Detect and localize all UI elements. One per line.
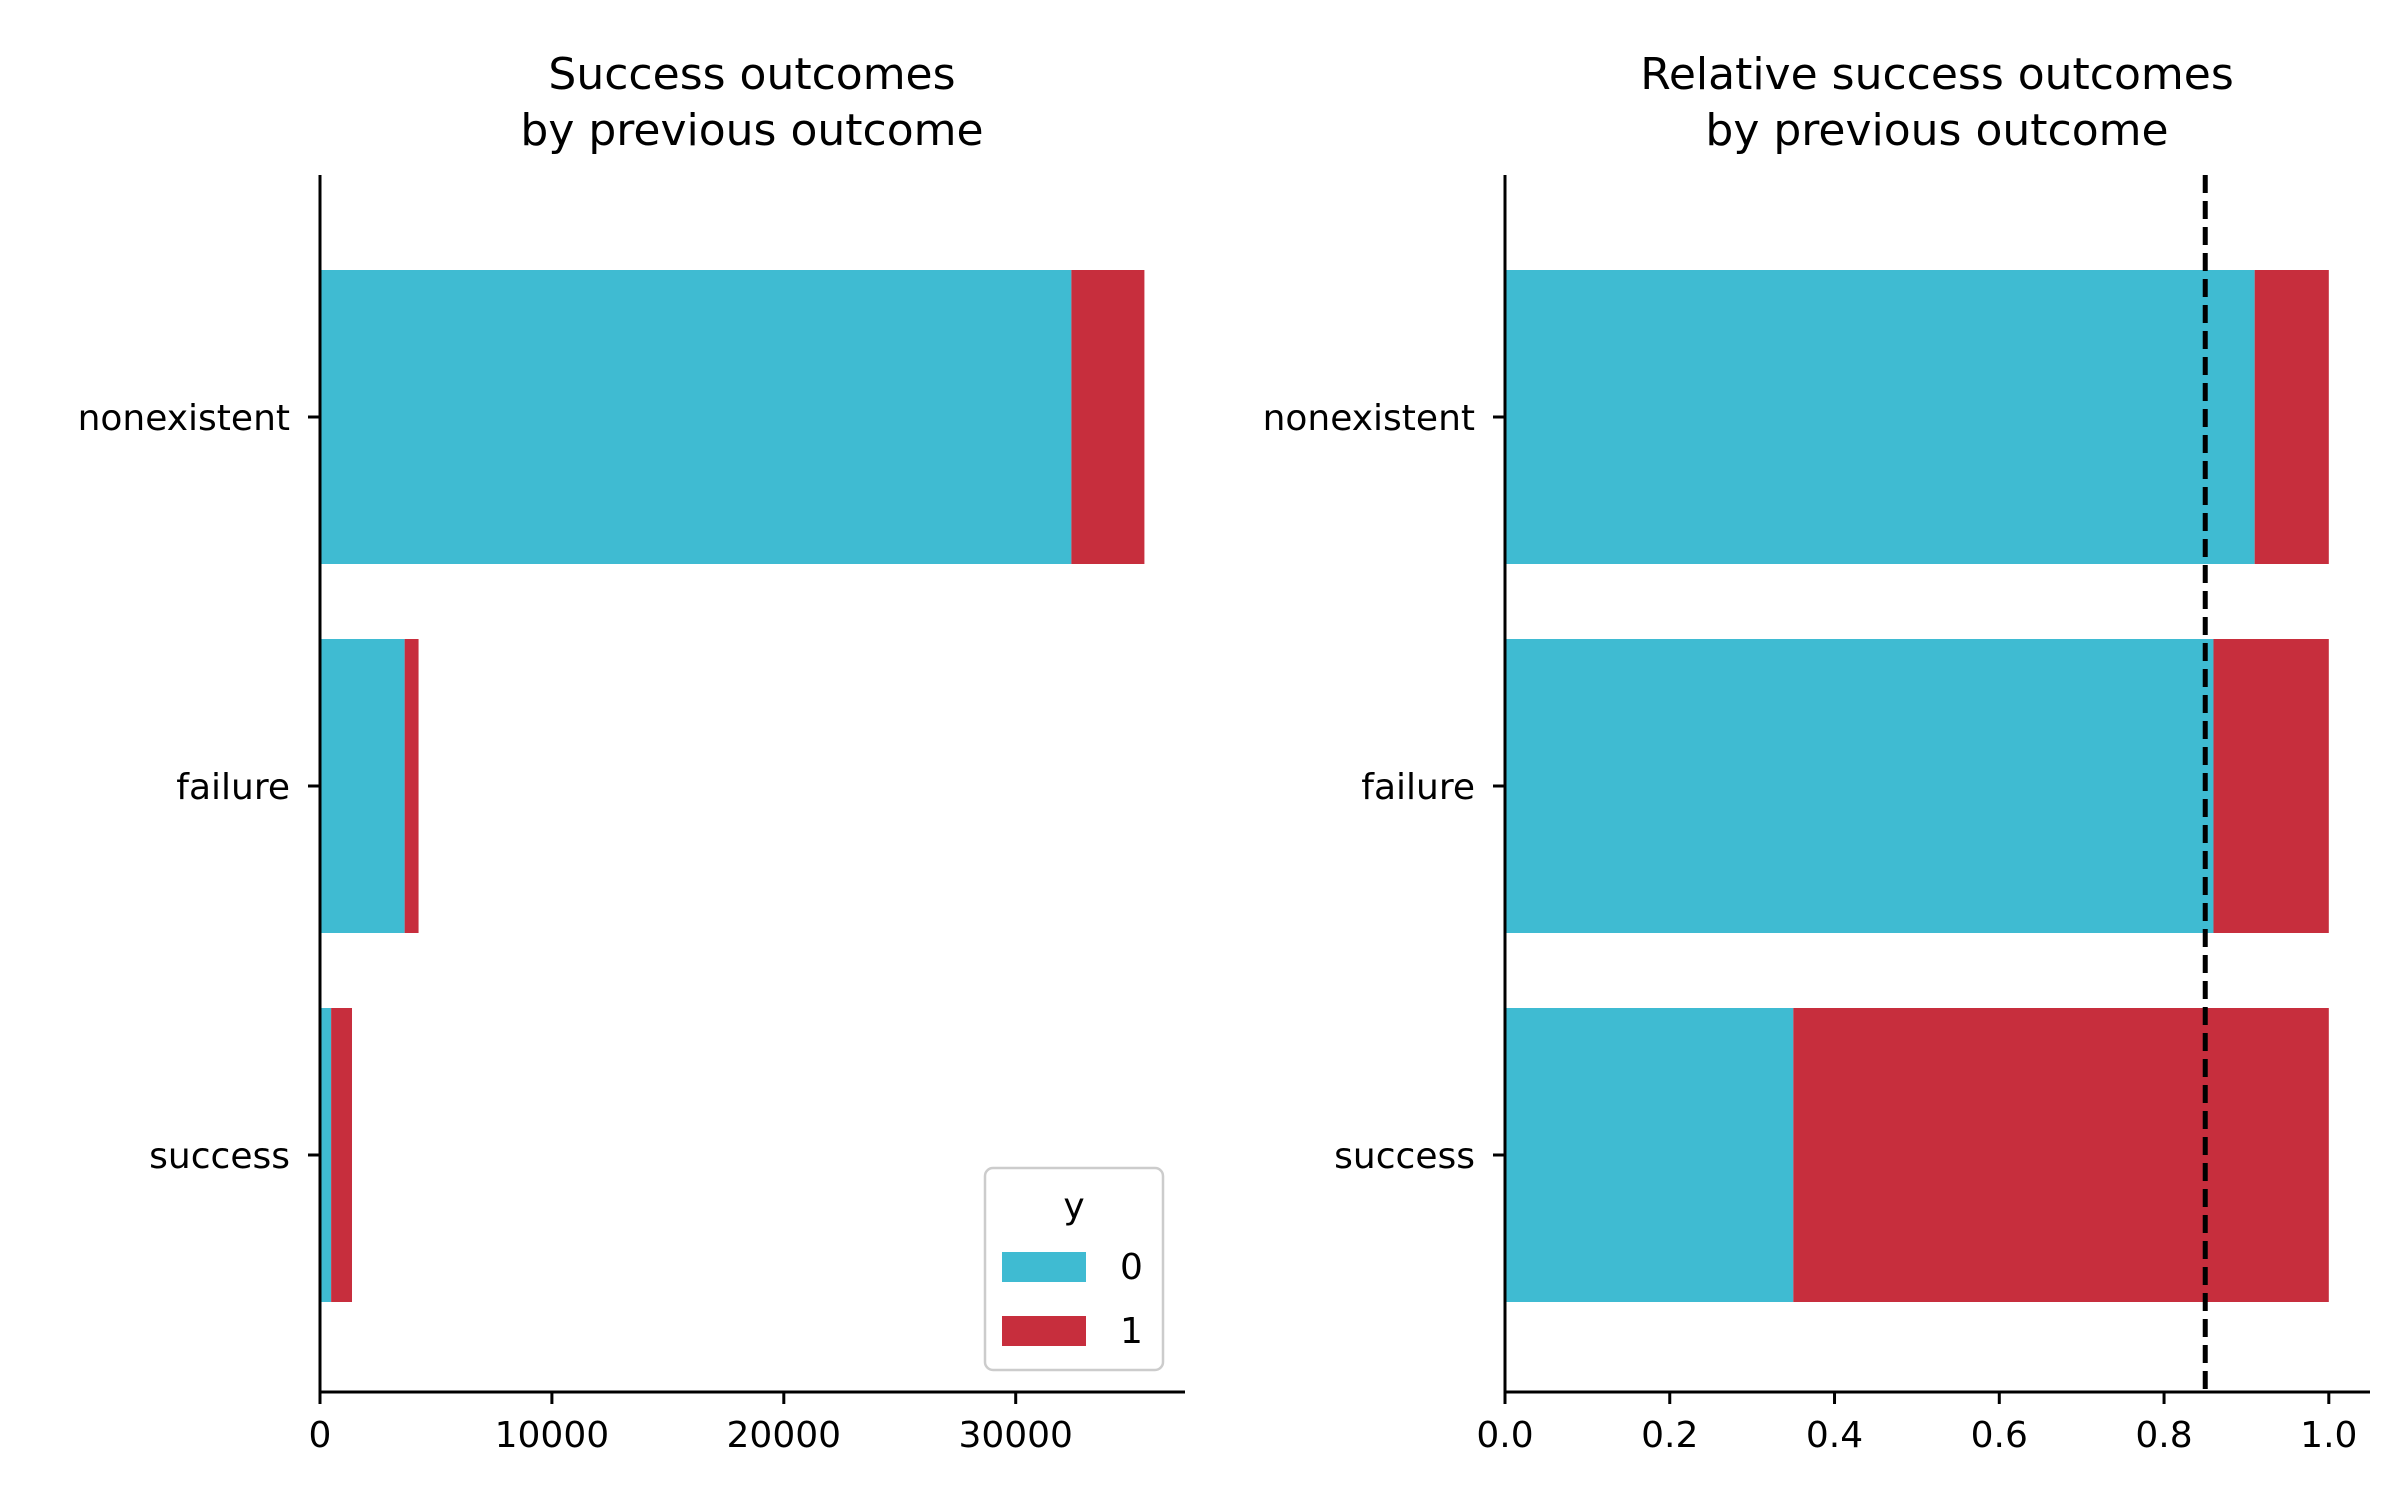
bar-failure-y0 [1505,639,2214,933]
x-tick-label: 0 [309,1415,332,1456]
x-tick-label: 10000 [495,1415,610,1456]
bar-failure-y0 [320,639,405,933]
x-tick-label: 0.0 [1476,1415,1533,1456]
y-tick-label: nonexistent [78,398,290,439]
legend-title: y [1063,1186,1084,1227]
bar-success-y0 [1505,1008,1794,1302]
bar-success-y1 [331,1008,353,1302]
bar-nonexistent-y1 [1071,270,1145,564]
bar-success-y0 [320,1008,332,1302]
bar-nonexistent-y0 [1505,270,2255,564]
y-tick-label: success [149,1136,290,1177]
y-tick-label: nonexistent [1263,398,1475,439]
legend: y0 1 [983,1166,1165,1372]
x-tick-label: 1.0 [2300,1415,2357,1456]
x-tick-label: 0.4 [1806,1415,1863,1456]
bar-success-y1 [1793,1008,2329,1302]
legend-swatch-y1 [1002,1316,1086,1346]
chart-success-outcomes: Success outcomes by previous outcome nonex… [78,49,1185,1456]
bar-failure-y1 [2213,639,2329,933]
x-tick-label: 0.6 [1971,1415,2028,1456]
bar-failure-y1 [404,639,419,933]
chart-relative-success-outcomes: Relative success outcomes by previous out… [1263,49,2370,1456]
chart-title: Relative success outcomes by previous out… [1640,49,2234,156]
legend-label-y0: 0 [1120,1247,1143,1288]
legend-swatch-y0 [1002,1252,1086,1282]
chart-title-line-2: by previous outcome [1705,105,2168,156]
y-tick-label: failure [1361,767,1475,808]
bar-nonexistent-y0 [320,270,1072,564]
y-tick-label: success [1334,1136,1475,1177]
x-tick-label: 0.2 [1641,1415,1698,1456]
chart-title-line-2: by previous outcome [520,105,983,156]
y-tick-label: failure [176,767,290,808]
x-tick-label: 20000 [727,1415,842,1456]
chart-title-line-1: Success outcomes [548,49,955,100]
legend-label-y1: 1 [1120,1311,1143,1352]
chart-title-line-1: Relative success outcomes [1640,49,2234,100]
chart-title: Success outcomes by previous outcome [520,49,983,156]
x-tick-label: 0.8 [2135,1415,2192,1456]
bar-nonexistent-y1 [2254,270,2329,564]
x-tick-label: 30000 [958,1415,1073,1456]
